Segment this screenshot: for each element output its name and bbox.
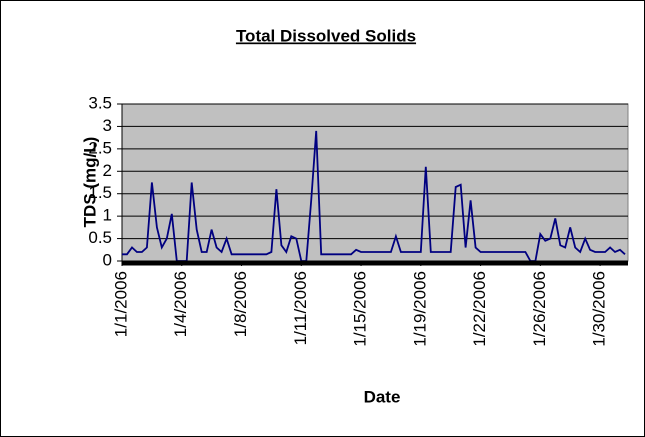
y-tick-label: 2 xyxy=(103,161,112,180)
y-tick-label: 3.5 xyxy=(88,93,112,112)
y-tick-label: 1.5 xyxy=(88,183,112,202)
y-tick-label: 2.5 xyxy=(88,138,112,157)
y-tick-label: 3 xyxy=(103,116,112,135)
x-tick-label: 1/19/2006 xyxy=(410,271,429,347)
y-tick-label: 0 xyxy=(103,250,112,269)
x-tick-label: 1/4/2006 xyxy=(171,271,190,337)
plot-area xyxy=(121,103,629,262)
y-tick-label: 1 xyxy=(103,206,112,225)
x-tick-label: 1/1/2006 xyxy=(111,271,130,337)
y-tick-label: 0.5 xyxy=(88,228,112,247)
x-tick-label: 1/15/2006 xyxy=(351,271,370,347)
y-axis-title: TDS (mg/L) xyxy=(80,137,99,228)
x-tick-label: 1/30/2006 xyxy=(590,271,609,347)
x-tick-label: 1/11/2006 xyxy=(291,271,310,345)
x-axis-title: Date xyxy=(364,387,401,406)
chart-title: Total Dissolved Solids xyxy=(236,26,416,45)
data-line xyxy=(122,130,626,262)
x-tick-label: 1/22/2006 xyxy=(470,271,489,347)
x-tick-label: 1/26/2006 xyxy=(530,271,549,347)
x-tick-label: 1/8/2006 xyxy=(231,271,250,337)
